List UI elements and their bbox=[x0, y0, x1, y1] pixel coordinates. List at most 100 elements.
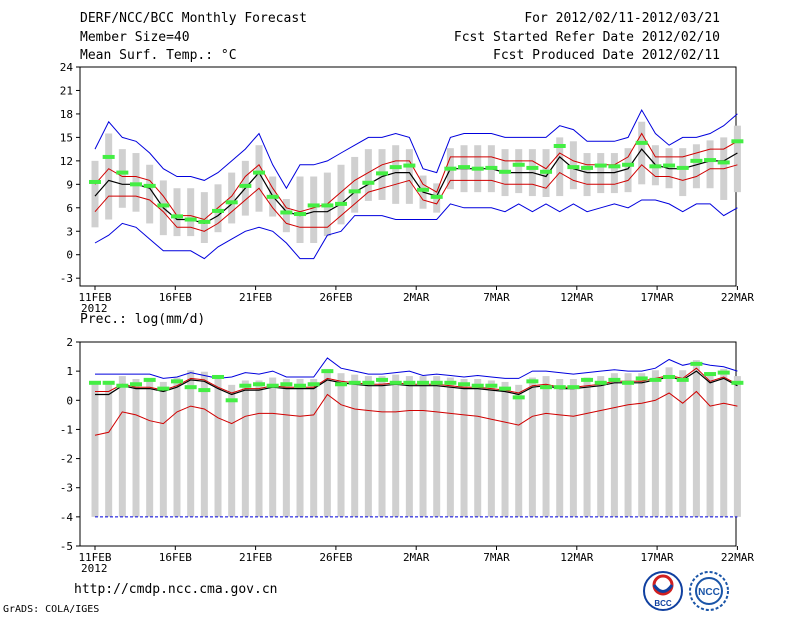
observed-marker bbox=[458, 165, 471, 170]
member-range-bar bbox=[692, 144, 700, 189]
observed-marker bbox=[266, 383, 279, 388]
x-tick-label: 2MAR bbox=[403, 291, 430, 304]
member-range-bar bbox=[706, 140, 714, 189]
member-range-bar bbox=[679, 148, 687, 197]
member-range-bar bbox=[146, 164, 154, 224]
observed-marker bbox=[212, 208, 225, 213]
source-url[interactable]: http://cmdp.ncc.cma.gov.cn bbox=[74, 582, 278, 597]
y-tick-label: 3 bbox=[66, 225, 73, 238]
panel-title: Prec.: log(mm/d) bbox=[80, 312, 205, 327]
observed-marker bbox=[389, 380, 402, 385]
x-tick-label: 12MAR bbox=[560, 291, 593, 304]
observed-marker bbox=[225, 398, 238, 403]
x-year-label: 2012 bbox=[81, 302, 108, 315]
observed-marker bbox=[253, 170, 266, 175]
member-range-bar bbox=[474, 379, 482, 517]
observed-marker bbox=[376, 377, 389, 382]
max-envelope-line bbox=[95, 357, 738, 379]
observed-marker bbox=[471, 383, 484, 388]
x-tick-label: 12MAR bbox=[560, 551, 593, 564]
observed-marker bbox=[731, 139, 744, 144]
observed-marker bbox=[526, 379, 539, 384]
observed-marker bbox=[499, 169, 512, 174]
member-range-bar bbox=[269, 377, 277, 517]
member-range-bar bbox=[105, 383, 113, 517]
observed-marker bbox=[321, 369, 334, 374]
observed-marker bbox=[676, 377, 689, 382]
observed-marker bbox=[157, 203, 170, 208]
x-tick-label: 22MAR bbox=[721, 291, 754, 304]
x-tick-label: 16FEB bbox=[159, 551, 192, 564]
y-tick-label: 0 bbox=[66, 394, 73, 407]
observed-marker bbox=[553, 143, 566, 148]
observed-marker bbox=[348, 189, 361, 194]
forecast-period: For 2012/02/11-2012/03/21 bbox=[524, 11, 720, 26]
observed-marker bbox=[444, 166, 457, 171]
observed-marker bbox=[717, 160, 730, 165]
member-range-bar bbox=[597, 376, 605, 517]
member-range-bar bbox=[255, 380, 263, 517]
member-size: Member Size=40 bbox=[80, 30, 190, 45]
member-range-bar bbox=[433, 376, 441, 517]
x-tick-label: 17MAR bbox=[641, 291, 674, 304]
member-range-bar bbox=[392, 145, 400, 204]
observed-marker bbox=[663, 374, 676, 379]
observed-marker bbox=[294, 383, 307, 388]
member-range-bar bbox=[187, 370, 195, 517]
produced-date: Fcst Produced Date 2012/02/11 bbox=[493, 48, 720, 63]
x-tick-label: 7MAR bbox=[483, 291, 510, 304]
y-tick-label: 6 bbox=[66, 202, 73, 215]
y-tick-label: 0 bbox=[66, 249, 73, 262]
observed-marker bbox=[594, 380, 607, 385]
x-tick-label: 21FEB bbox=[239, 291, 272, 304]
y-tick-label: 21 bbox=[60, 84, 73, 97]
observed-marker bbox=[89, 179, 101, 184]
member-range-bar bbox=[337, 373, 345, 517]
observed-marker bbox=[567, 385, 580, 390]
observed-marker bbox=[116, 170, 129, 175]
x-tick-label: 26FEB bbox=[319, 291, 352, 304]
observed-marker bbox=[553, 385, 566, 390]
member-range-bar bbox=[282, 379, 290, 517]
member-range-bar bbox=[501, 381, 509, 517]
member-range-bar bbox=[118, 376, 126, 517]
member-range-bar bbox=[364, 149, 372, 201]
x-tick-label: 17MAR bbox=[641, 551, 674, 564]
observed-marker bbox=[417, 187, 430, 192]
y-tick-label: -3 bbox=[60, 272, 73, 285]
observed-marker bbox=[171, 379, 184, 384]
ncc-logo-text: NCC bbox=[698, 587, 720, 598]
member-range-bar bbox=[296, 379, 304, 517]
member-range-bar bbox=[542, 376, 550, 517]
observed-marker bbox=[102, 154, 115, 159]
max-envelope-line bbox=[94, 108, 738, 190]
observed-marker bbox=[335, 382, 348, 387]
start-ref-date: Fcst Started Refer Date 2012/02/10 bbox=[453, 30, 720, 45]
member-range-bar bbox=[159, 381, 167, 517]
x-tick-label: 22MAR bbox=[721, 551, 754, 564]
y-tick-label: 2 bbox=[66, 336, 73, 349]
observed-marker bbox=[690, 361, 703, 366]
observed-marker bbox=[485, 383, 498, 388]
observed-marker bbox=[184, 217, 197, 222]
observed-marker bbox=[239, 183, 252, 188]
observed-marker bbox=[526, 165, 539, 170]
observed-marker bbox=[485, 165, 498, 170]
observed-marker bbox=[622, 380, 635, 385]
observed-marker bbox=[130, 382, 143, 387]
member-range-bar bbox=[351, 156, 359, 213]
observed-marker bbox=[171, 214, 184, 219]
member-range-bar bbox=[515, 384, 523, 517]
observed-marker bbox=[116, 383, 129, 388]
member-range-bar bbox=[569, 379, 577, 517]
member-range-bar bbox=[733, 376, 741, 517]
observed-marker bbox=[581, 165, 594, 170]
member-range-bar bbox=[310, 379, 318, 517]
observed-marker bbox=[676, 165, 689, 170]
observed-marker bbox=[581, 377, 594, 382]
observed-marker bbox=[608, 377, 621, 382]
spread-lower-line bbox=[94, 164, 738, 232]
observed-marker bbox=[362, 380, 375, 385]
observed-marker bbox=[266, 194, 279, 199]
